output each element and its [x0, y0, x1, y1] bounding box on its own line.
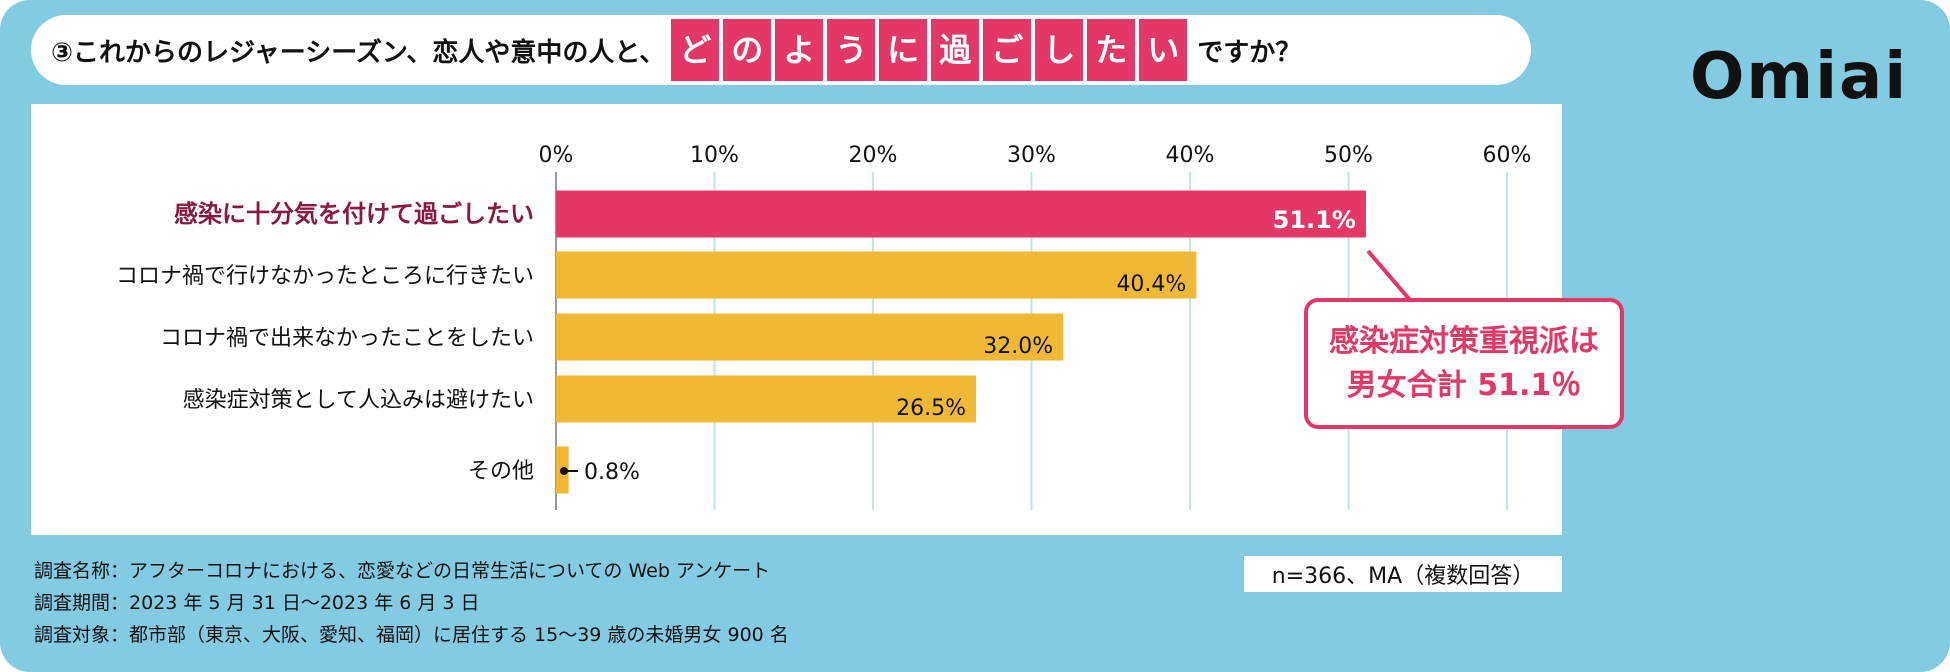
tick-label: 10% [690, 143, 739, 168]
category-label: その他 [468, 459, 534, 484]
tick-label: 60% [1483, 143, 1532, 168]
tick-label: 50% [1324, 143, 1373, 168]
category-label: コロナ禍で出来なかったことをしたい [160, 326, 534, 351]
category-label: コロナ禍で行けなかったところに行きたい [116, 264, 534, 289]
callout-pointer [1366, 249, 1440, 302]
tick-label: 40% [1166, 143, 1215, 168]
footnote-survey-target: 調査対象：都市部（東京、大阪、愛知、福岡）に居住する 15～39 歳の未婚男女 … [34, 624, 789, 646]
sample-note: n=366、MA（複数回答） [1244, 556, 1562, 592]
title-highlight-char: の [723, 19, 772, 81]
title-highlight: どのように過ごしたい [671, 19, 1191, 81]
title-prefix: ③これからのレジャーシーズン、恋人や意中の人と、 [51, 37, 666, 68]
omiai-logo: Omiai [1690, 40, 1909, 114]
footnote-survey-name: 調査名称：アフターコロナにおける、恋愛などの日常生活についての Web アンケー… [34, 560, 771, 582]
bar [556, 251, 1197, 299]
bar [556, 313, 1064, 361]
value-label: 40.4% [1116, 272, 1186, 297]
footnote-survey-period: 調査期間：2023 年 5 月 31 日～2023 年 6 月 3 日 [34, 592, 480, 614]
callout-box: 感染症対策重視派は 男女合計 51.1％ [1304, 298, 1624, 429]
value-label: 26.5% [896, 396, 966, 421]
title-highlight-char: ご [983, 19, 1032, 81]
callout-line1: 感染症対策重視派は [1329, 323, 1599, 359]
callout-line2: 男女合計 51.1％ [1346, 367, 1582, 403]
title-highlight-char: う [827, 19, 876, 81]
tick-label: 0% [539, 143, 574, 168]
value-label: 0.8% [584, 460, 640, 485]
category-label: 感染に十分気を付けて過ごしたい [174, 200, 534, 228]
title-highlight-char: い [1139, 19, 1188, 81]
title-highlight-char: た [1087, 19, 1136, 81]
title-highlight-char: に [879, 19, 928, 81]
title-highlight-char: し [1035, 19, 1084, 81]
bar [556, 190, 1366, 238]
title-highlight-char: よ [775, 19, 824, 81]
category-label: 感染症対策として人込みは避けたい [183, 388, 534, 413]
title-highlight-char: ど [671, 19, 720, 81]
bar [556, 375, 977, 423]
question-title: ③これからのレジャーシーズン、恋人や意中の人と、 どのように過ごしたい ですか？ [31, 15, 1531, 85]
value-label: 32.0% [983, 334, 1053, 359]
tick-label: 20% [849, 143, 898, 168]
tick-label: 30% [1007, 143, 1056, 168]
title-suffix: ですか？ [1197, 37, 1302, 68]
title-highlight-char: 過 [931, 19, 980, 81]
value-label: 51.1% [1273, 206, 1356, 234]
